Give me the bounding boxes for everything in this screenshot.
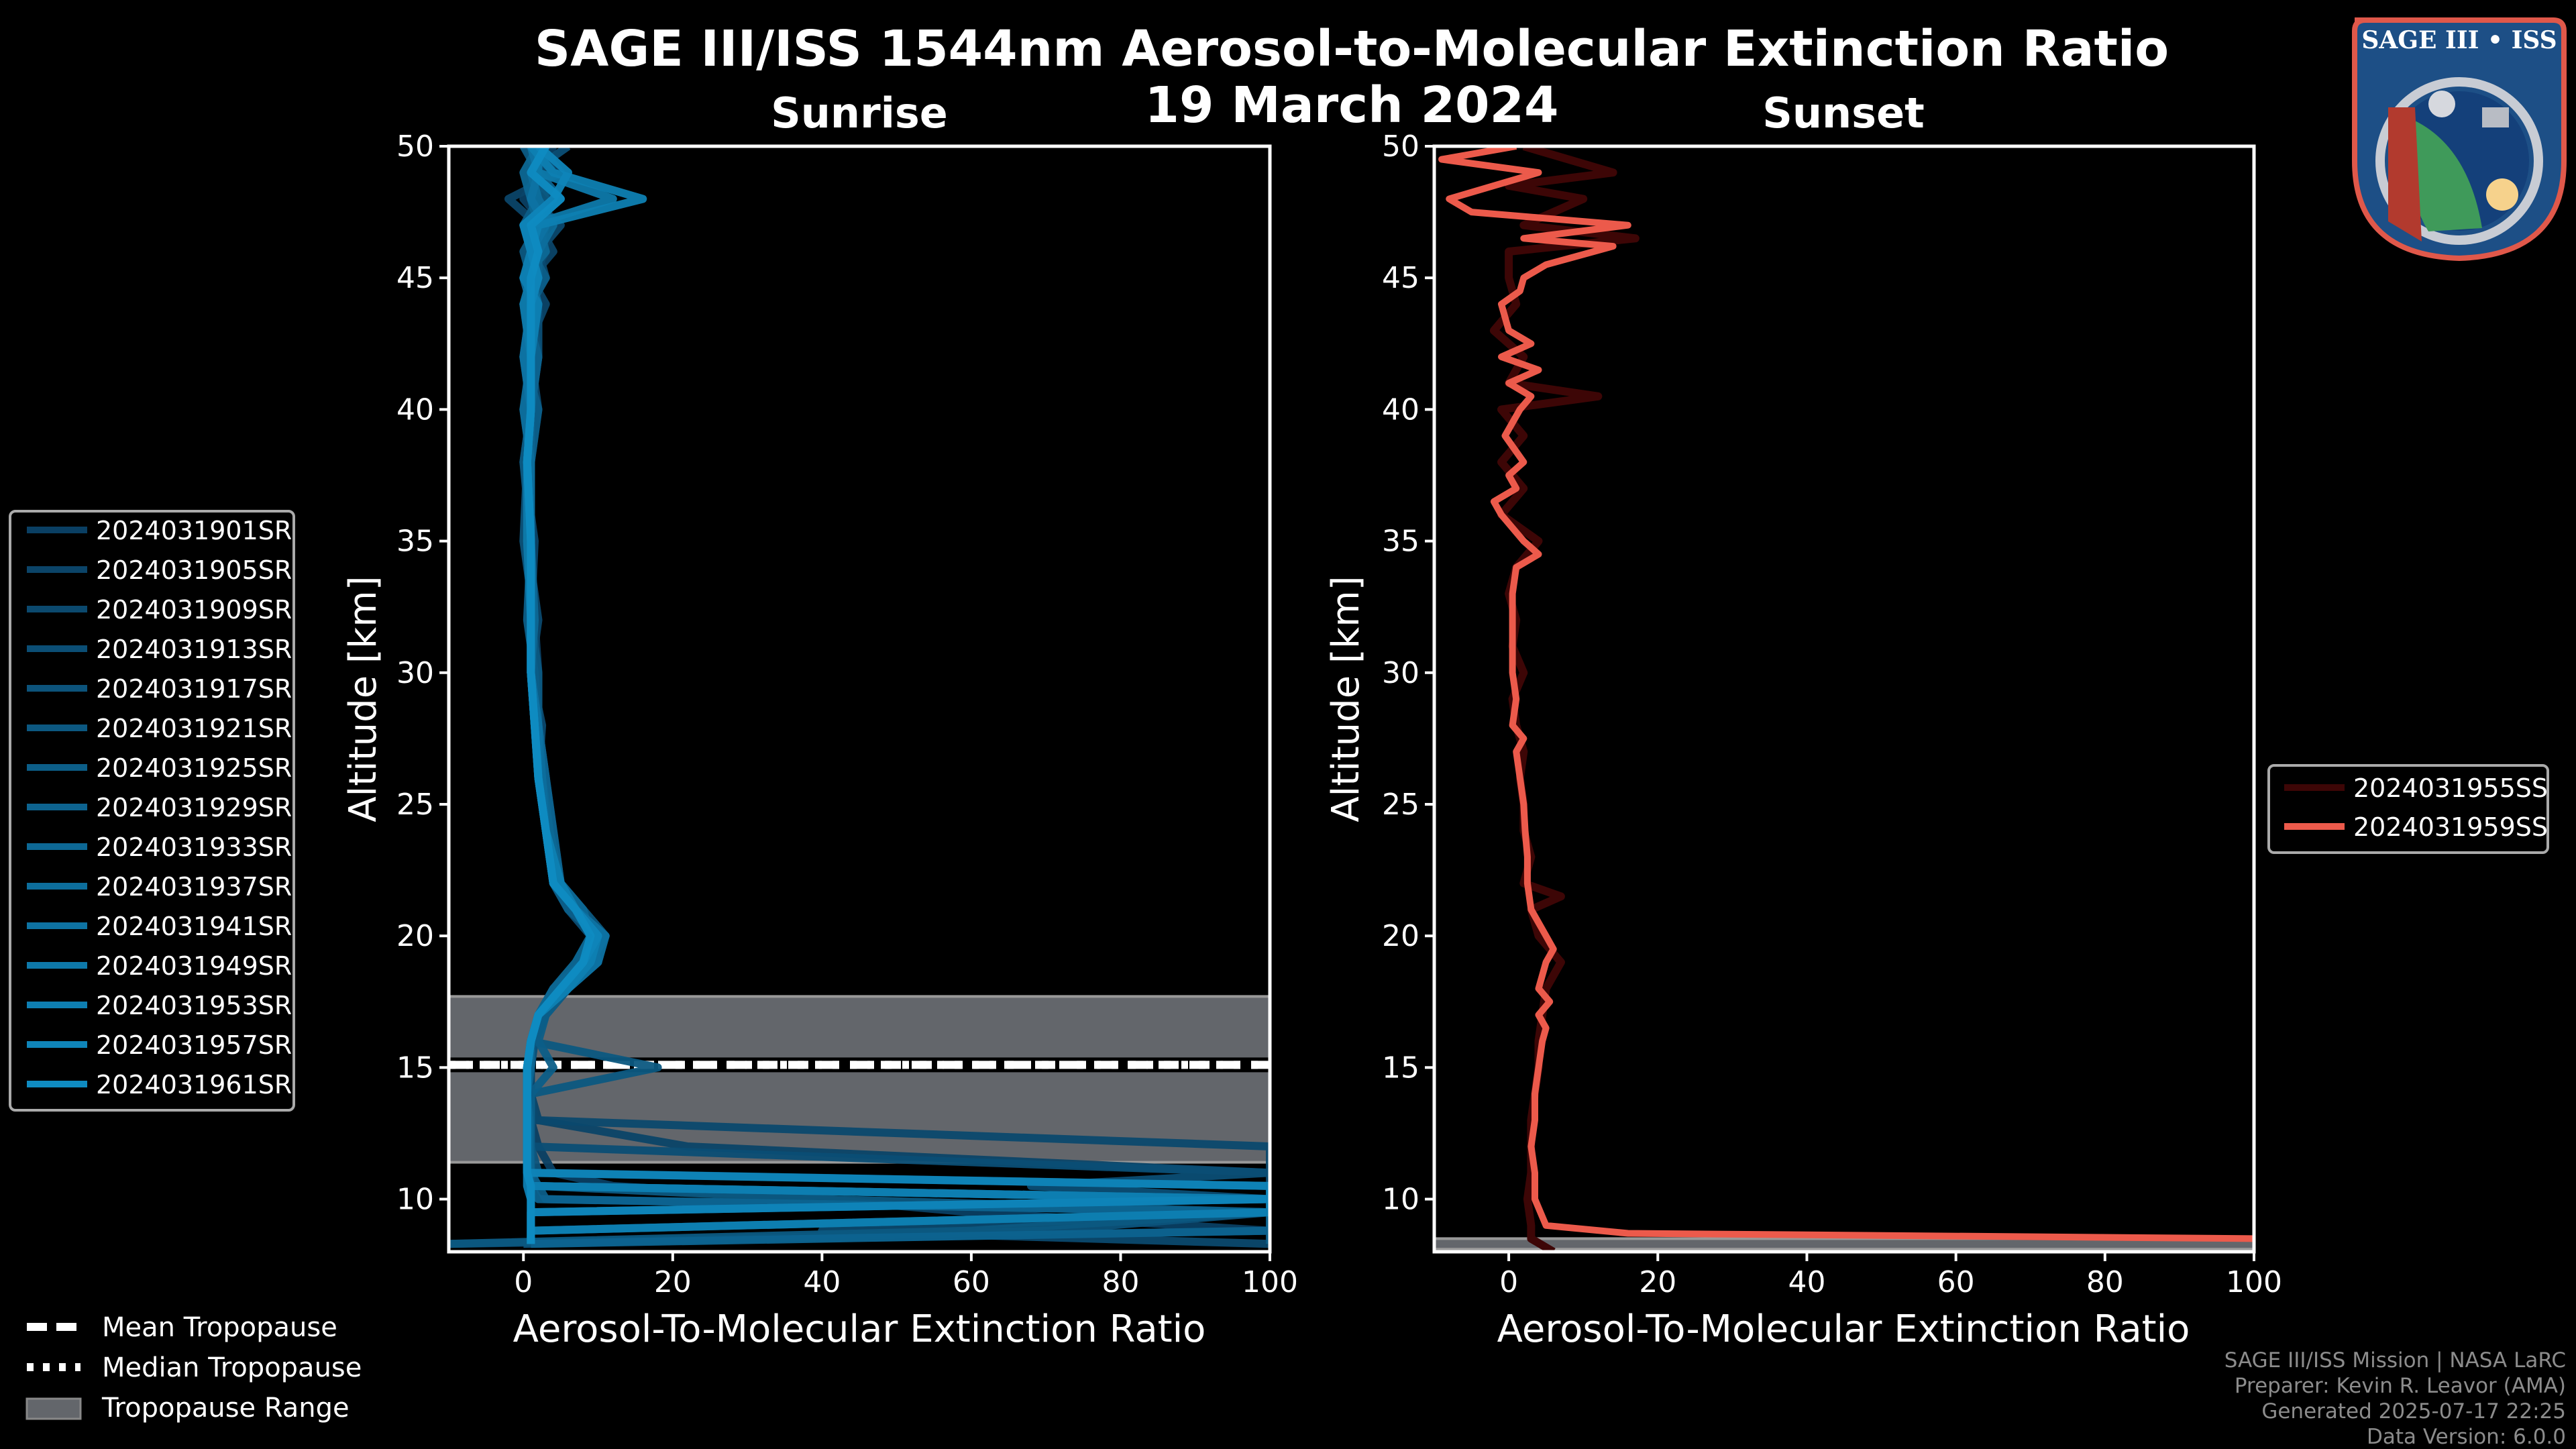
- footer-credits: SAGE III/ISS Mission | NASA LaRC Prepare…: [2224, 1348, 2566, 1449]
- tropopause-range-band: [449, 995, 1270, 1164]
- y-tick-label: 45: [396, 261, 434, 295]
- legend-entry-label: 2024031905SR: [96, 555, 292, 585]
- mean-tropopause-label: Mean Tropopause: [102, 1312, 337, 1343]
- x-tick-label: 60: [1937, 1265, 1975, 1299]
- x-tick-label: 20: [1639, 1265, 1676, 1299]
- y-tick-label: 10: [396, 1183, 434, 1217]
- footer-data-version: Data Version: 6.0.0: [2367, 1425, 2566, 1449]
- x-tick-label: 100: [1242, 1265, 1298, 1299]
- tropopause-range-label: Tropopause Range: [101, 1393, 350, 1424]
- sunrise-legend-frame: [9, 510, 295, 1112]
- x-tick-label: 40: [1788, 1265, 1825, 1299]
- y-tick-label: 35: [396, 525, 434, 559]
- plot-background: [1434, 146, 2254, 1252]
- y-tick-label: 45: [1382, 261, 1419, 295]
- sunset-plot: 0 20 40 60 80 100 10 15 20 25 30 35 40 45 50: [1382, 129, 2282, 1299]
- sage-iii-iss-mission-logo: SAGE III • ISS: [2352, 17, 2567, 262]
- x-tick-label: 80: [2086, 1265, 2124, 1299]
- footer-preparer: Preparer: Kevin R. Leavor (AMA): [2235, 1374, 2566, 1398]
- y-tick-label: 25: [396, 788, 434, 822]
- footer-generated: Generated 2025-07-17 22:25: [2261, 1399, 2566, 1424]
- x-tick-label: 100: [2226, 1265, 2282, 1299]
- sunset-x-axis-label: Aerosol-To-Molecular Extinction Ratio: [1497, 1307, 2190, 1351]
- y-tick-label: 20: [1382, 919, 1419, 953]
- series-line-2024031961SR: [523, 146, 595, 1244]
- y-tick-label: 50: [1382, 129, 1419, 164]
- sunset-y-axis-label: Altitude [km]: [1324, 576, 1368, 822]
- y-tick-label: 40: [1382, 392, 1419, 427]
- footer-mission: SAGE III/ISS Mission | NASA LaRC: [2224, 1348, 2566, 1373]
- y-tick-label: 50: [396, 129, 434, 164]
- sunrise-y-axis-label: Altitude [km]: [341, 576, 385, 822]
- axes-frame: [447, 144, 1272, 1254]
- x-tick-label: 80: [1102, 1265, 1139, 1299]
- legend-entry-label: 2024031949SR: [96, 951, 292, 981]
- y-tick-label: 30: [1382, 656, 1419, 690]
- legend-entry-label: 2024031953SR: [96, 991, 292, 1020]
- tropopause-range-band: [1434, 1237, 2254, 1251]
- sunrise-legend: 2024031901SR 2024031905SR 2024031909SR 2024…: [9, 510, 295, 1112]
- figure-title: SAGE III/ISS 1544nm Aerosol-to-Molecular…: [535, 20, 2169, 78]
- legend-entry-label: 2024031933SR: [96, 833, 292, 862]
- legend-entry-label: 2024031961SR: [96, 1070, 292, 1099]
- tropopause-range-swatch: [25, 1397, 82, 1420]
- figure-date: 19 March 2024: [1144, 76, 1558, 134]
- y-tick-label: 25: [1382, 788, 1419, 822]
- y-tick-label: 20: [396, 919, 434, 953]
- legend-entry-label: 2024031929SR: [96, 793, 292, 822]
- median-tropopause-label: Median Tropopause: [102, 1352, 362, 1383]
- y-tick-label: 10: [1382, 1183, 1419, 1217]
- series-line-2024031959SS: [1438, 146, 2254, 1242]
- legend-entry-label: 2024031955SS: [2353, 773, 2548, 803]
- x-tick-label: 20: [654, 1265, 692, 1299]
- legend-entry-label: 2024031937SR: [96, 872, 292, 902]
- sunset-panel-title: Sunset: [1762, 89, 1925, 138]
- legend-entry-label: 2024031913SR: [96, 635, 292, 664]
- sunrise-x-axis-label: Aerosol-To-Molecular Extinction Ratio: [513, 1307, 1206, 1351]
- x-tick-label: 0: [514, 1265, 533, 1299]
- legend-entry-label: 2024031901SR: [96, 516, 292, 545]
- x-tick-label: 60: [953, 1265, 990, 1299]
- plot-area: [1434, 146, 2254, 1252]
- svg-text:SAGE III • ISS: SAGE III • ISS: [2361, 26, 2557, 54]
- legend-entry-label: 2024031957SR: [96, 1030, 292, 1060]
- sunset-legend: 2024031955SS 2024031959SS: [2267, 764, 2549, 854]
- sunrise-panel-title: Sunrise: [771, 89, 948, 138]
- y-tick-label: 40: [396, 392, 434, 427]
- legend-entry-label: 2024031941SR: [96, 912, 292, 941]
- legend-entry-label: 2024031917SR: [96, 674, 292, 704]
- x-tick-label: 0: [1499, 1265, 1518, 1299]
- y-tick-label: 30: [396, 656, 434, 690]
- x-tick-label: 40: [803, 1265, 841, 1299]
- y-tick-label: 15: [396, 1051, 434, 1085]
- legend-entry-label: 2024031921SR: [96, 714, 292, 743]
- y-tick-label: 15: [1382, 1051, 1419, 1085]
- axes-frame: [1432, 144, 2256, 1254]
- legend-entry-label: 2024031909SR: [96, 595, 292, 625]
- legend-entry-label: 2024031925SR: [96, 753, 292, 783]
- sunrise-plot: 0 20 40 60 80 100 10 15 20 25 30 35 40 45 50: [396, 129, 1298, 1299]
- y-tick-label: 35: [1382, 525, 1419, 559]
- plot-area: [449, 146, 1270, 1252]
- tropopause-legend: Mean Tropopause Median Tropopause Tropop…: [25, 1312, 362, 1424]
- legend-entry-label: 2024031959SS: [2353, 812, 2548, 842]
